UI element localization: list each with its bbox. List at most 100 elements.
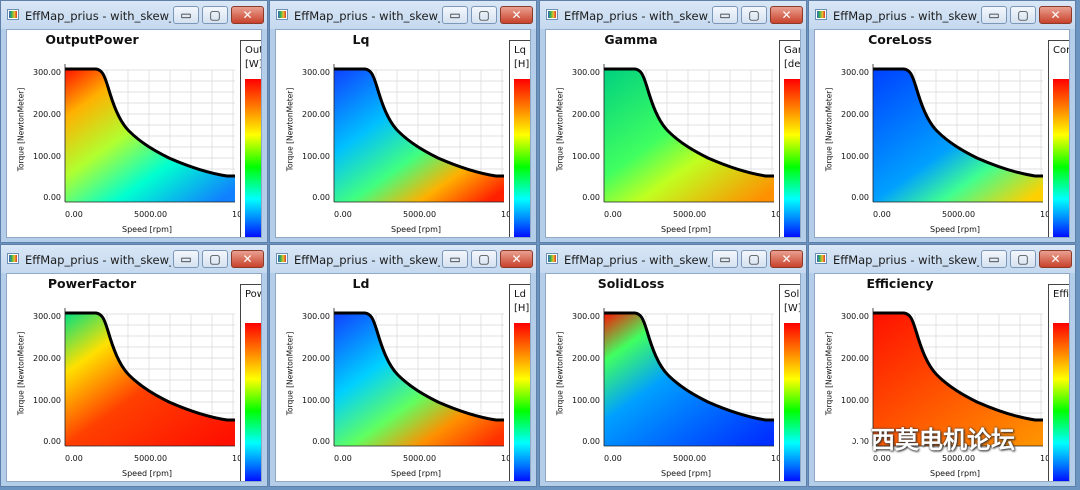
close-button[interactable]: ✕ (231, 6, 264, 24)
heatmap-plot (64, 308, 235, 447)
chart-title: Ld (352, 276, 370, 291)
minimize-button[interactable]: ▭ (712, 250, 738, 268)
window-title: EffMap_prius - with_skew_... (294, 9, 440, 23)
minimize-button[interactable]: ▭ (712, 6, 738, 24)
x-tick-label: 0.00 (334, 210, 352, 219)
color-legend: Ld r [H] (509, 284, 530, 481)
maximize-button[interactable]: ▢ (471, 6, 497, 24)
x-axis-label: Speed [rpm] (660, 225, 712, 234)
minimize-button[interactable]: ▭ (173, 6, 199, 24)
title-bar[interactable]: EffMap_prius - with_skew_... ▭ ▢ ✕ (270, 245, 536, 273)
app-icon (7, 253, 19, 264)
heatmap-plot (603, 64, 774, 203)
maximize-button[interactable]: ▢ (471, 250, 497, 268)
app-icon (815, 9, 827, 20)
maximize-button[interactable]: ▢ (741, 250, 767, 268)
torque-limit-curve (334, 311, 504, 422)
y-axis-label: Torque [NewtonMeter] (285, 87, 295, 172)
close-button[interactable]: ✕ (231, 250, 264, 268)
chart-title: PowerFactor (47, 276, 137, 291)
x-axis-label: Speed [rpm] (660, 469, 712, 478)
heatmap-plot (603, 308, 774, 447)
title-bar[interactable]: EffMap_prius - with_skew_... ▭ ▢ ✕ (540, 1, 806, 29)
minimize-button[interactable]: ▭ (981, 250, 1007, 268)
window-solidloss[interactable]: EffMap_prius - with_skew_... ▭ ▢ ✕ Solid… (539, 244, 807, 487)
window-coreloss[interactable]: EffMap_prius - with_skew_... ▭ ▢ ✕ CoreL… (808, 0, 1076, 243)
window-outputpower[interactable]: EffMap_prius - with_skew_... ▭ ▢ ✕ Outpu… (0, 0, 268, 243)
window-ld[interactable]: EffMap_prius - with_skew_... ▭ ▢ ✕ Ld To… (269, 244, 537, 487)
minimize-button[interactable]: ▭ (981, 6, 1007, 24)
color-legend: Soli [W] (779, 284, 801, 481)
torque-limit-curve (604, 67, 774, 178)
efficiency-region (65, 313, 235, 446)
close-button[interactable]: ✕ (500, 6, 533, 24)
plot-area: SolidLoss Torque [NewtonMeter] 300.00 200… (545, 273, 801, 482)
minimize-button[interactable]: ▭ (442, 6, 468, 24)
y-tick-label: 0.00 (43, 437, 61, 446)
x-tick-label: 0.00 (65, 210, 83, 219)
y-tick-label: 0.00 (43, 193, 61, 202)
window-gamma[interactable]: EffMap_prius - with_skew_... ▭ ▢ ✕ Gamma… (539, 0, 807, 243)
close-button[interactable]: ✕ (770, 250, 803, 268)
efficiency-region (604, 69, 774, 202)
title-bar[interactable]: EffMap_prius - with_skew_... ▭ ▢ ✕ (540, 245, 806, 273)
x-tick-label: 0.00 (334, 454, 352, 463)
x-tick-label: 0.00 (873, 210, 891, 219)
legend-unit: [W] (784, 303, 801, 314)
minimize-button[interactable]: ▭ (442, 250, 468, 268)
title-bar[interactable]: EffMap_prius - with_skew_... ▭ ▢ ✕ (809, 1, 1075, 29)
app-icon (7, 9, 19, 20)
close-button[interactable]: ✕ (770, 6, 803, 24)
legend-color-bar (1053, 323, 1069, 481)
window-efficiency[interactable]: EffMap_prius - with_skew_... ▭ ▢ ✕ Effic… (808, 244, 1076, 487)
color-legend: Lq r [H] (509, 40, 530, 237)
efficiency-region (873, 69, 1043, 202)
window-lq[interactable]: EffMap_prius - with_skew_... ▭ ▢ ✕ Lq To… (269, 0, 537, 243)
title-bar[interactable]: EffMap_prius - with_skew_... ▭ ▢ ✕ (1, 245, 267, 273)
maximize-button[interactable]: ▢ (741, 6, 767, 24)
y-tick-label: 300.00 (841, 68, 869, 77)
title-bar[interactable]: EffMap_prius - with_skew_... ▭ ▢ ✕ (1, 1, 267, 29)
chart-title: SolidLoss (597, 276, 665, 291)
x-tick-label: 5000.00 (403, 454, 437, 463)
legend-color-bar (784, 79, 800, 237)
minimize-button[interactable]: ▭ (173, 250, 199, 268)
y-tick-label: 200.00 (33, 354, 61, 363)
legend-name: Efficie (1053, 289, 1069, 300)
legend-color-bar (245, 323, 261, 481)
y-tick-label: 200.00 (572, 354, 600, 363)
window-title: EffMap_prius - with_skew_... (25, 253, 171, 267)
title-bar[interactable]: EffMap_prius - with_skew_... ▭ ▢ ✕ (809, 245, 1075, 273)
maximize-button[interactable]: ▢ (1010, 250, 1036, 268)
maximize-button[interactable]: ▢ (202, 250, 228, 268)
close-button[interactable]: ✕ (500, 250, 533, 268)
plot-area: Lq Torque [NewtonMeter] 300.00 200.00 100.… (275, 29, 531, 238)
color-legend: Cor (1048, 40, 1070, 237)
close-button[interactable]: ✕ (1039, 6, 1072, 24)
x-axis-label: Speed [rpm] (929, 225, 981, 234)
chart-title: Efficiency (866, 276, 934, 291)
x-tick-label: 5000.00 (403, 210, 437, 219)
close-button[interactable]: ✕ (1039, 250, 1072, 268)
legend-name: Cor (1053, 45, 1070, 56)
x-axis-label: Speed [rpm] (390, 469, 442, 478)
y-axis-label: Torque [NewtonMeter] (16, 87, 26, 172)
plot-area: PowerFactor Torque [NewtonMeter] 300.00 2… (6, 273, 262, 482)
maximize-button[interactable]: ▢ (1010, 6, 1036, 24)
watermark-text: 西莫电机论坛 (871, 426, 1015, 454)
torque-limit-curve (873, 311, 1043, 422)
title-bar[interactable]: EffMap_prius - with_skew_... ▭ ▢ ✕ (270, 1, 536, 29)
color-legend: Efficie (1048, 284, 1069, 481)
efficiency-region (65, 69, 235, 202)
plot-area: OutputPower Torque [NewtonMeter] 300.00 2… (6, 29, 262, 238)
window-powerfactor[interactable]: EffMap_prius - with_skew_... ▭ ▢ ✕ Power… (0, 244, 268, 487)
app-icon (546, 253, 558, 264)
maximize-button[interactable]: ▢ (202, 6, 228, 24)
y-tick-label: 300.00 (302, 312, 330, 321)
x-tick-label: 5000.00 (942, 210, 976, 219)
legend-unit: [de (784, 59, 801, 70)
y-tick-label: 0.00 (582, 437, 600, 446)
y-axis-label: Torque [NewtonMeter] (555, 331, 565, 416)
legend-color-bar (1053, 79, 1069, 237)
legend-name: Ld r (514, 289, 530, 300)
